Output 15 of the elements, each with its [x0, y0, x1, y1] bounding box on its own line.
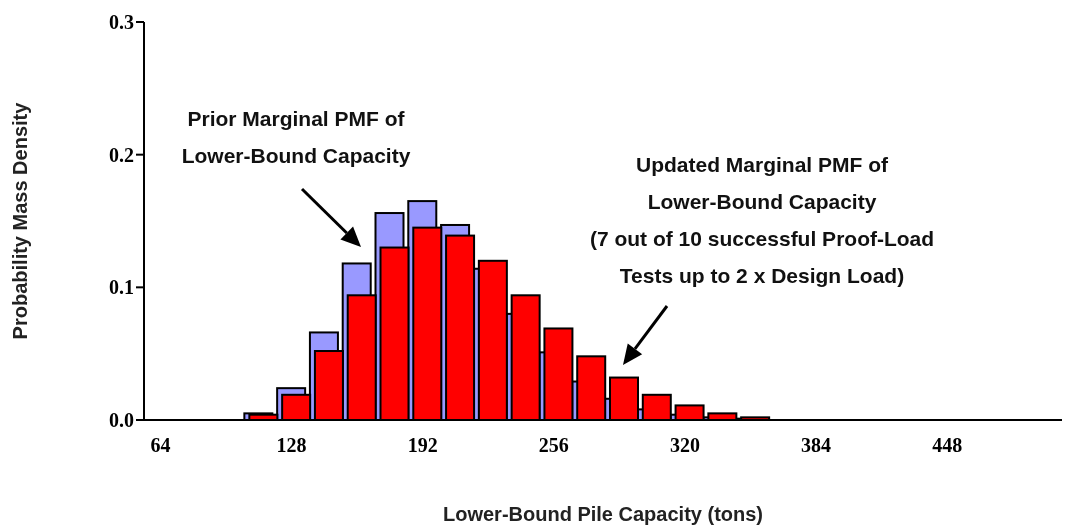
x-tick-label: 256 — [538, 434, 569, 457]
annotation: Prior Marginal PMF of Lower-Bound Capacity — [181, 106, 411, 169]
x-tick-label: 192 — [407, 434, 438, 457]
y-tick-label: 0.0 — [109, 409, 134, 432]
x-tick-label: 320 — [669, 434, 700, 457]
y-tick-label: 0.2 — [109, 143, 134, 166]
y-tick-label: 0.3 — [109, 11, 134, 34]
y-axis-title: Probability Mass Density — [9, 101, 32, 340]
x-tick-label: 384 — [801, 434, 832, 457]
x-tick-label: 64 — [150, 434, 171, 457]
x-tick-label: 448 — [932, 434, 963, 457]
x-axis-title: Lower-Bound Pile Capacity (tons) — [442, 503, 764, 525]
x-tick-label: 128 — [276, 434, 307, 457]
y-tick-label: 0.1 — [109, 276, 134, 299]
annotation: Updated Marginal PMF of Lower-Bound Capacity (7 out of 10 successful Proof-Load Tests up to 2 x Design Load) — [589, 152, 935, 289]
